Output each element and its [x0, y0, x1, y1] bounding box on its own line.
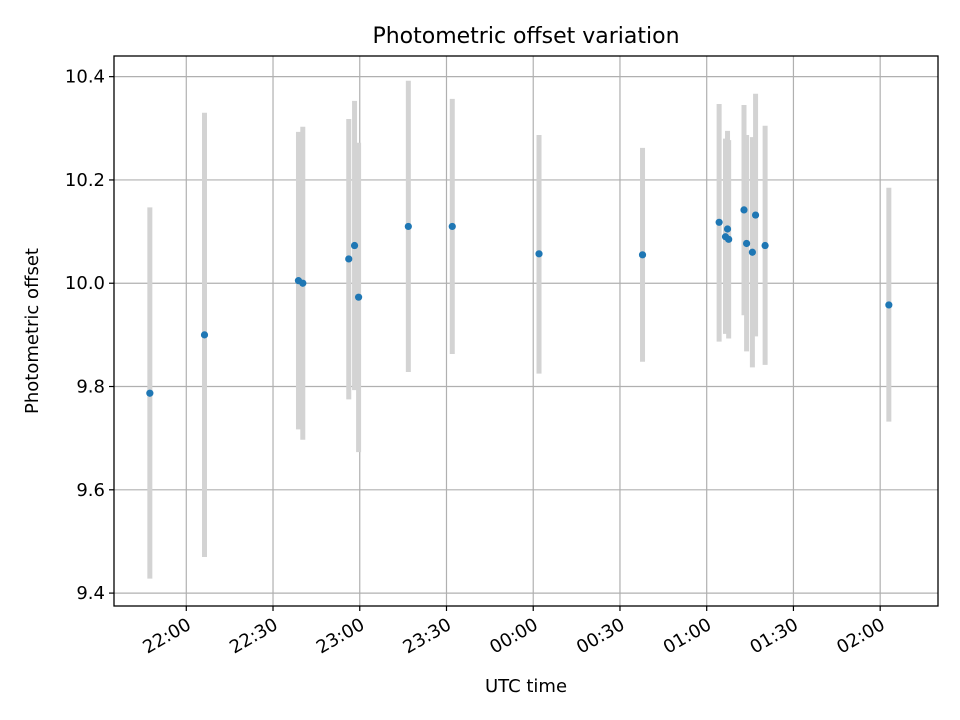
data-point	[354, 293, 363, 301]
data-point	[715, 218, 723, 226]
y-tick-label: 10.4	[65, 67, 105, 88]
data-points	[146, 206, 893, 397]
data-point	[723, 225, 732, 233]
x-tick-label: 02:00	[833, 614, 888, 658]
data-point	[345, 255, 353, 263]
data-point	[146, 389, 154, 397]
x-tick-label: 00:00	[486, 614, 541, 658]
data-point	[885, 301, 893, 309]
data-point	[535, 250, 543, 258]
data-point	[743, 239, 751, 248]
data-point	[299, 279, 307, 287]
data-point	[748, 248, 756, 256]
x-axis-label: UTC time	[485, 676, 567, 697]
y-tick-label: 9.6	[76, 480, 105, 501]
x-tick-label: 23:00	[313, 614, 368, 658]
data-point	[404, 222, 412, 231]
x-tick-label: 00:30	[573, 614, 628, 658]
x-tick-label: 01:00	[660, 614, 715, 658]
data-point	[638, 251, 647, 259]
y-tick-label: 10.0	[65, 273, 105, 294]
data-point	[740, 206, 748, 214]
y-axis-label: Photometric offset	[22, 248, 43, 414]
data-point	[350, 241, 359, 250]
x-tick-label: 01:30	[747, 614, 802, 658]
error-bars	[147, 80, 892, 579]
data-point	[448, 222, 456, 231]
data-point	[761, 241, 769, 250]
grid	[114, 56, 938, 606]
x-tick-label: 23:30	[400, 614, 455, 658]
y-tick-label: 9.8	[76, 377, 105, 398]
data-point	[200, 331, 209, 339]
y-tick-label: 9.4	[76, 583, 105, 604]
data-point	[751, 211, 760, 219]
x-tick-label: 22:00	[139, 614, 194, 658]
plot-frame	[113, 55, 939, 607]
x-tick-label: 22:30	[226, 614, 281, 658]
chart-title: Photometric offset variation	[372, 24, 679, 49]
data-point	[725, 235, 733, 243]
y-tick-label: 10.2	[65, 170, 105, 191]
